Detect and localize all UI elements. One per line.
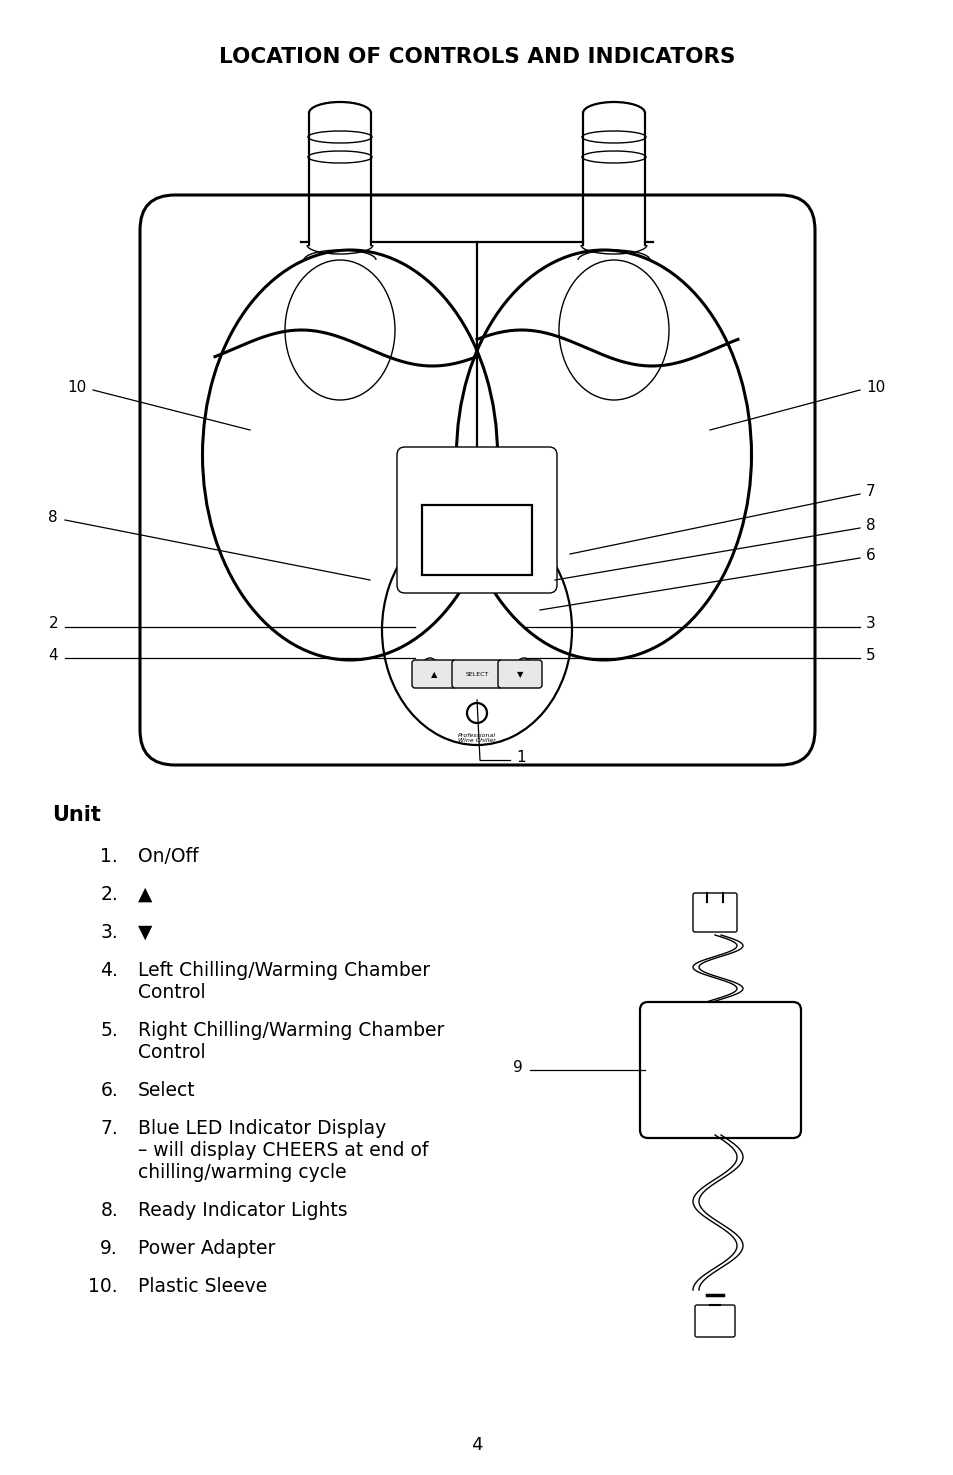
- FancyBboxPatch shape: [396, 447, 557, 593]
- Text: 9.: 9.: [100, 1239, 118, 1258]
- FancyBboxPatch shape: [639, 1002, 801, 1139]
- Text: ▲: ▲: [431, 671, 436, 680]
- Text: 5.: 5.: [100, 1021, 118, 1040]
- Text: 7: 7: [865, 484, 875, 499]
- Text: 3: 3: [865, 617, 875, 631]
- Text: 1: 1: [516, 749, 525, 764]
- Text: 4: 4: [471, 1437, 482, 1454]
- Text: ▼: ▼: [517, 671, 522, 680]
- Text: Professional
Wine Chiller: Professional Wine Chiller: [457, 733, 496, 743]
- Text: 8: 8: [49, 509, 58, 525]
- Text: 8.: 8.: [100, 1201, 118, 1220]
- FancyBboxPatch shape: [421, 504, 532, 575]
- FancyBboxPatch shape: [497, 659, 541, 687]
- FancyBboxPatch shape: [692, 892, 737, 932]
- FancyBboxPatch shape: [412, 659, 456, 687]
- FancyBboxPatch shape: [140, 195, 814, 766]
- Text: 3.: 3.: [100, 923, 118, 943]
- Text: Select: Select: [138, 1081, 195, 1100]
- Text: 9: 9: [513, 1059, 522, 1074]
- Text: SELECT: SELECT: [465, 673, 488, 677]
- Text: Right Chilling/Warming Chamber
Control: Right Chilling/Warming Chamber Control: [138, 1021, 444, 1062]
- Text: Blue LED Indicator Display
– will display CHEERS at end of
chilling/warming cycl: Blue LED Indicator Display – will displa…: [138, 1120, 428, 1181]
- Text: Power Adapter: Power Adapter: [138, 1239, 275, 1258]
- Text: WARING
PRO·: WARING PRO·: [451, 535, 493, 555]
- Text: 4.: 4.: [100, 962, 118, 979]
- Text: 5: 5: [865, 648, 875, 662]
- Text: ▲: ▲: [138, 885, 152, 904]
- Text: 4: 4: [49, 648, 58, 662]
- FancyBboxPatch shape: [452, 659, 501, 687]
- Text: On/Off: On/Off: [138, 847, 198, 866]
- Text: 6: 6: [865, 547, 875, 562]
- Text: 10.: 10.: [89, 1277, 118, 1297]
- Text: LOCATION OF CONTROLS AND INDICATORS: LOCATION OF CONTROLS AND INDICATORS: [218, 47, 735, 66]
- Text: Ready Indicator Lights: Ready Indicator Lights: [138, 1201, 347, 1220]
- Text: 10: 10: [865, 379, 884, 394]
- Text: 8: 8: [865, 518, 875, 532]
- Text: 10: 10: [68, 379, 87, 394]
- Text: 7.: 7.: [100, 1120, 118, 1139]
- Text: Left Chilling/Warming Chamber
Control: Left Chilling/Warming Chamber Control: [138, 962, 430, 1002]
- Text: 2.: 2.: [100, 885, 118, 904]
- Text: 6.: 6.: [100, 1081, 118, 1100]
- Text: Plastic Sleeve: Plastic Sleeve: [138, 1277, 267, 1297]
- Text: 2: 2: [49, 617, 58, 631]
- Text: ▼: ▼: [138, 923, 152, 943]
- Text: Unit: Unit: [52, 805, 101, 825]
- Text: 1.: 1.: [100, 847, 118, 866]
- FancyBboxPatch shape: [695, 1305, 734, 1336]
